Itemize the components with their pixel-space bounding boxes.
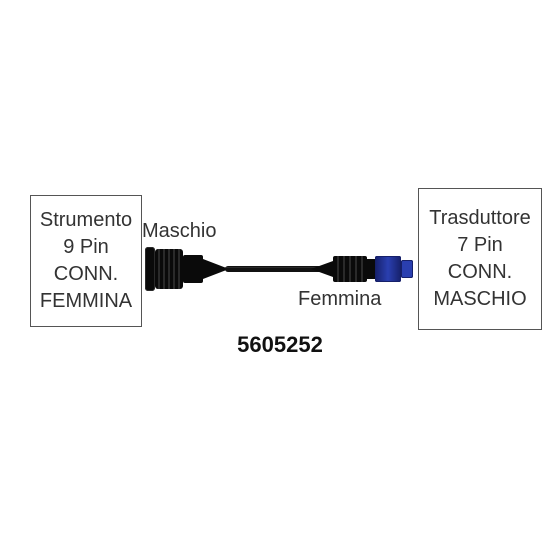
female-blue-tip (401, 260, 413, 278)
male-grip (155, 249, 183, 289)
right-box-line-3: CONN. (448, 259, 512, 286)
part-number: 5605252 (0, 332, 560, 358)
right-box-line-4: MASCHIO (433, 286, 526, 313)
adapter-cable-illustration (145, 246, 413, 292)
male-collar (145, 247, 155, 291)
female-blue-plug (375, 256, 401, 282)
left-connector-box: Strumento 9 Pin CONN. FEMMINA (30, 195, 142, 327)
left-box-line-1: Strumento (40, 207, 132, 234)
right-connector-box: Trasduttore 7 Pin CONN. MASCHIO (418, 188, 542, 330)
male-label: Maschio (142, 220, 216, 243)
left-box-line-4: FEMMINA (40, 288, 132, 315)
left-box-line-2: 9 Pin (63, 234, 109, 261)
diagram-canvas: Strumento 9 Pin CONN. FEMMINA Trasduttor… (0, 0, 560, 560)
female-neck (367, 259, 375, 279)
right-box-line-1: Trasduttore (429, 205, 531, 232)
female-body (333, 256, 367, 282)
female-strain-relief (311, 261, 333, 277)
left-box-line-3: CONN. (54, 261, 118, 288)
male-body (183, 255, 203, 283)
right-box-line-2: 7 Pin (457, 232, 503, 259)
